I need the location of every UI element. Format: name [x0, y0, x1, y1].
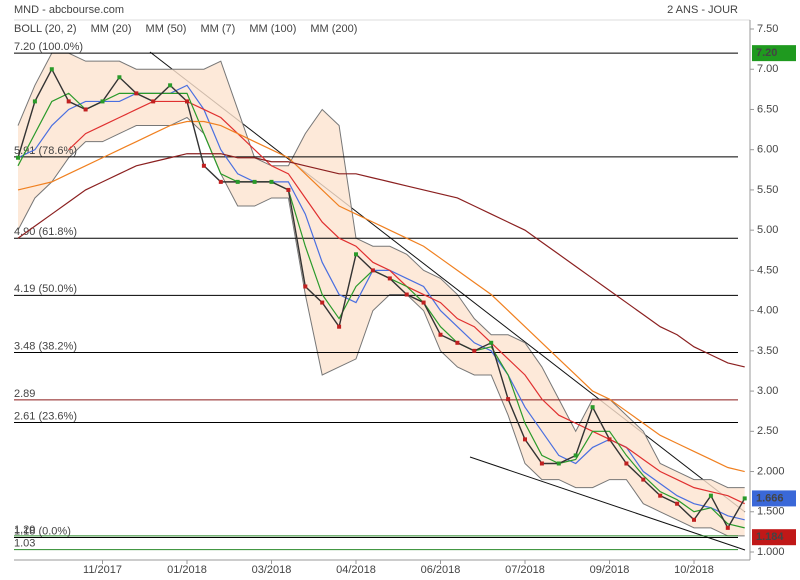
- x-tick-label: 01/2018: [167, 564, 207, 576]
- price-point: [337, 324, 342, 329]
- y-tick-label: 6.50: [757, 103, 778, 115]
- price-line: [17, 67, 746, 530]
- y-tick-label: 2.000: [757, 465, 785, 477]
- y-tick-label: 5.00: [757, 224, 778, 236]
- price-tag-label: 1.184: [756, 531, 784, 543]
- price-tag-label: 7.20: [756, 47, 777, 59]
- price-point: [725, 525, 730, 530]
- price-point: [506, 397, 511, 402]
- x-tick-label: 04/2018: [336, 564, 376, 576]
- legend-entry: MM (100): [249, 23, 296, 35]
- price-point: [556, 461, 561, 466]
- trend-line: [469, 456, 746, 551]
- chart-title: MND - abcbourse.com: [14, 4, 124, 16]
- y-tick-label: 3.50: [757, 345, 778, 357]
- price-point: [168, 83, 173, 88]
- price-point: [421, 300, 426, 305]
- level-label: 1.18 (0.0%): [14, 525, 71, 537]
- legend-entry: MM (7): [200, 23, 235, 35]
- price-tag: [752, 490, 796, 507]
- chart-subtitle: 2 ANS - JOUR: [667, 4, 738, 16]
- x-tick-label: 10/2018: [674, 564, 714, 576]
- price-point: [218, 179, 223, 184]
- level-label: 2.61 (23.6%): [14, 410, 77, 422]
- price-point: [387, 276, 392, 281]
- price-point: [438, 332, 443, 337]
- price-point: [641, 477, 646, 482]
- price-tag-label: 1.666: [756, 492, 784, 504]
- y-tick-label: 2.50: [757, 425, 778, 437]
- price-point: [742, 496, 747, 501]
- level-label: 1.03: [14, 537, 35, 549]
- legend-entry: MM (200): [310, 23, 357, 35]
- price-point: [134, 91, 139, 96]
- price-point: [32, 99, 37, 104]
- y-tick-label: 7.00: [757, 63, 778, 75]
- price-tag: [752, 45, 796, 62]
- price-point: [185, 99, 189, 104]
- bollinger-lower: [17, 116, 745, 537]
- legend-entry: BOLL (20, 2): [14, 23, 77, 35]
- level-label: 2.89: [14, 388, 35, 400]
- price-point: [658, 493, 663, 498]
- price-point: [472, 348, 477, 353]
- price-point: [607, 437, 612, 442]
- level-label: 1.20: [14, 524, 35, 536]
- moving-average: [17, 120, 745, 473]
- price-point: [83, 107, 88, 112]
- y-tick-label: 5.50: [757, 184, 778, 196]
- y-tick-label: 4.00: [757, 305, 778, 317]
- bollinger-upper: [17, 52, 745, 489]
- legend-entry: MM (20): [91, 23, 132, 35]
- price-point: [49, 67, 54, 72]
- level-label: 4.19 (50.0%): [14, 283, 77, 295]
- x-tick-label: 07/2018: [505, 564, 545, 576]
- price-point: [354, 252, 358, 257]
- price-point: [573, 453, 578, 458]
- x-tick-label: 03/2018: [252, 564, 292, 576]
- level-label: 7.20 (100.0%): [14, 41, 83, 53]
- price-point: [303, 284, 308, 289]
- price-point: [269, 179, 274, 184]
- price-point: [590, 405, 595, 410]
- x-tick-label: 09/2018: [590, 564, 630, 576]
- price-point: [201, 163, 206, 168]
- price-point: [252, 179, 257, 184]
- y-tick-label: 6.00: [757, 144, 778, 156]
- y-tick-label: 3.00: [757, 385, 778, 397]
- level-label: 4.90 (61.8%): [14, 226, 77, 238]
- price-point: [117, 75, 122, 80]
- price-point: [370, 268, 375, 273]
- price-tag: [752, 529, 796, 546]
- price-point: [66, 99, 71, 104]
- moving-average: [17, 153, 745, 368]
- price-point: [523, 437, 527, 442]
- y-tick-label: 1.000: [757, 546, 785, 558]
- price-point: [100, 99, 105, 104]
- x-tick-label: 11/2017: [83, 564, 122, 576]
- y-tick-label: 1.500: [757, 506, 785, 518]
- price-point: [708, 493, 713, 498]
- price-point: [624, 461, 629, 466]
- legend-entry: MM (50): [146, 23, 187, 35]
- price-point: [455, 340, 460, 345]
- price-point: [489, 340, 494, 345]
- price-point: [320, 300, 325, 305]
- price-point: [151, 99, 156, 104]
- y-tick-label: 7.50: [757, 23, 778, 35]
- price-point: [286, 187, 291, 192]
- price-point: [539, 461, 544, 466]
- price-point: [675, 501, 680, 506]
- level-label: 3.48 (38.2%): [14, 340, 77, 352]
- price-point: [404, 292, 409, 297]
- price-point: [692, 517, 696, 522]
- y-tick-label: 4.50: [757, 264, 778, 276]
- bollinger-area: [18, 53, 745, 536]
- level-label: 5.91 (78.6%): [14, 145, 77, 157]
- price-point: [235, 179, 240, 184]
- x-tick-label: 06/2018: [421, 564, 461, 576]
- price-point: [16, 155, 20, 160]
